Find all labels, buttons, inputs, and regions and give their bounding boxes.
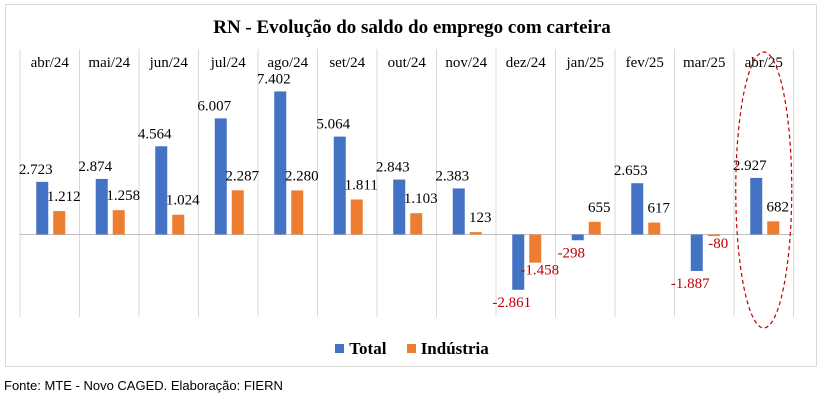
bar-total xyxy=(36,181,49,235)
bar-industria xyxy=(469,232,482,235)
bar-industria xyxy=(172,214,185,235)
bar-total xyxy=(690,234,703,271)
data-label-total: 2.927 xyxy=(733,158,767,174)
highlight-ellipse xyxy=(735,51,793,329)
data-label-total: -298 xyxy=(558,245,586,261)
bar-total xyxy=(512,234,525,290)
category-label: jun/24 xyxy=(149,55,189,71)
data-label-industria: 2.280 xyxy=(285,168,319,184)
bar-total xyxy=(452,188,465,235)
legend-label-industria: Indústria xyxy=(420,338,489,358)
legend-label-total: Total xyxy=(349,338,387,358)
data-label-industria: 655 xyxy=(588,200,611,216)
bar-industria xyxy=(529,234,542,263)
category-label: mar/25 xyxy=(683,55,726,71)
bar-total xyxy=(95,178,108,235)
category-label: nov/24 xyxy=(445,55,487,71)
data-label-industria: 1.212 xyxy=(47,189,81,205)
bar-industria xyxy=(291,190,304,235)
category-label: jan/25 xyxy=(566,55,605,71)
bar-industria xyxy=(588,221,601,235)
bar-chart: abr/24 2.723 1.212 mai/24 2.874 1.258 jun/24 4.… xyxy=(19,49,794,329)
bar-total xyxy=(214,118,227,235)
legend-item-industria: Indústria xyxy=(406,338,489,359)
bar-industria xyxy=(707,234,720,237)
bar-industria xyxy=(410,213,423,235)
data-label-total: 2.874 xyxy=(78,159,112,175)
data-label-industria: 682 xyxy=(767,199,790,215)
data-label-total: 2.653 xyxy=(614,163,648,179)
category-label: set/24 xyxy=(329,55,365,71)
bar-industria xyxy=(112,210,125,235)
data-label-total: -1.887 xyxy=(671,276,710,292)
data-label-total: -2.861 xyxy=(492,295,531,311)
chart-title: RN - Evolução do saldo do emprego com ca… xyxy=(213,17,611,38)
legend-swatch-total xyxy=(335,344,345,353)
bar-total xyxy=(571,234,584,241)
category-label: mai/24 xyxy=(88,55,130,71)
category-label: dez/24 xyxy=(506,55,546,71)
category-label: ago/24 xyxy=(267,55,308,71)
data-label-total: 2.383 xyxy=(435,168,469,184)
legend-swatch-industria xyxy=(406,344,416,353)
bar-total xyxy=(631,183,644,235)
data-label-industria: 2.287 xyxy=(225,168,259,184)
bar-industria xyxy=(350,199,363,235)
data-label-industria: 123 xyxy=(469,210,492,226)
data-label-total: 7.402 xyxy=(257,71,291,87)
source-note: Fonte: MTE - Novo CAGED. Elaboração: FIE… xyxy=(4,378,283,393)
bar-total xyxy=(333,136,346,235)
data-label-industria: 617 xyxy=(648,201,671,217)
data-label-total: 6.007 xyxy=(197,98,231,114)
bar-total xyxy=(393,179,406,235)
data-label-total: 2.723 xyxy=(19,162,53,178)
category-label: abr/25 xyxy=(745,55,783,71)
data-label-industria: -1.458 xyxy=(520,263,559,279)
bar-total xyxy=(274,91,287,235)
category-label: jul/24 xyxy=(210,55,247,71)
category-label: fev/25 xyxy=(626,55,664,71)
data-label-total: 2.843 xyxy=(376,160,410,176)
category-label: abr/24 xyxy=(31,55,70,71)
bar-industria xyxy=(53,211,66,235)
legend: Total Indústria xyxy=(6,338,818,359)
data-label-industria: 1.811 xyxy=(345,177,378,193)
bar-total xyxy=(750,177,763,235)
bar-industria xyxy=(767,221,780,235)
data-label-industria: 1.103 xyxy=(404,191,438,207)
bar-industria xyxy=(231,190,244,235)
legend-item-total: Total xyxy=(335,339,386,359)
data-label-total: 4.564 xyxy=(138,126,172,142)
data-label-total: 5.064 xyxy=(316,117,350,133)
category-label: out/24 xyxy=(388,55,427,71)
bar-total xyxy=(155,146,168,235)
chart-frame: RN - Evolução do saldo do emprego com ca… xyxy=(5,4,817,367)
data-label-industria: -80 xyxy=(708,236,728,252)
bar-industria xyxy=(648,222,661,235)
data-label-industria: 1.258 xyxy=(106,188,140,204)
data-label-industria: 1.024 xyxy=(166,193,200,209)
